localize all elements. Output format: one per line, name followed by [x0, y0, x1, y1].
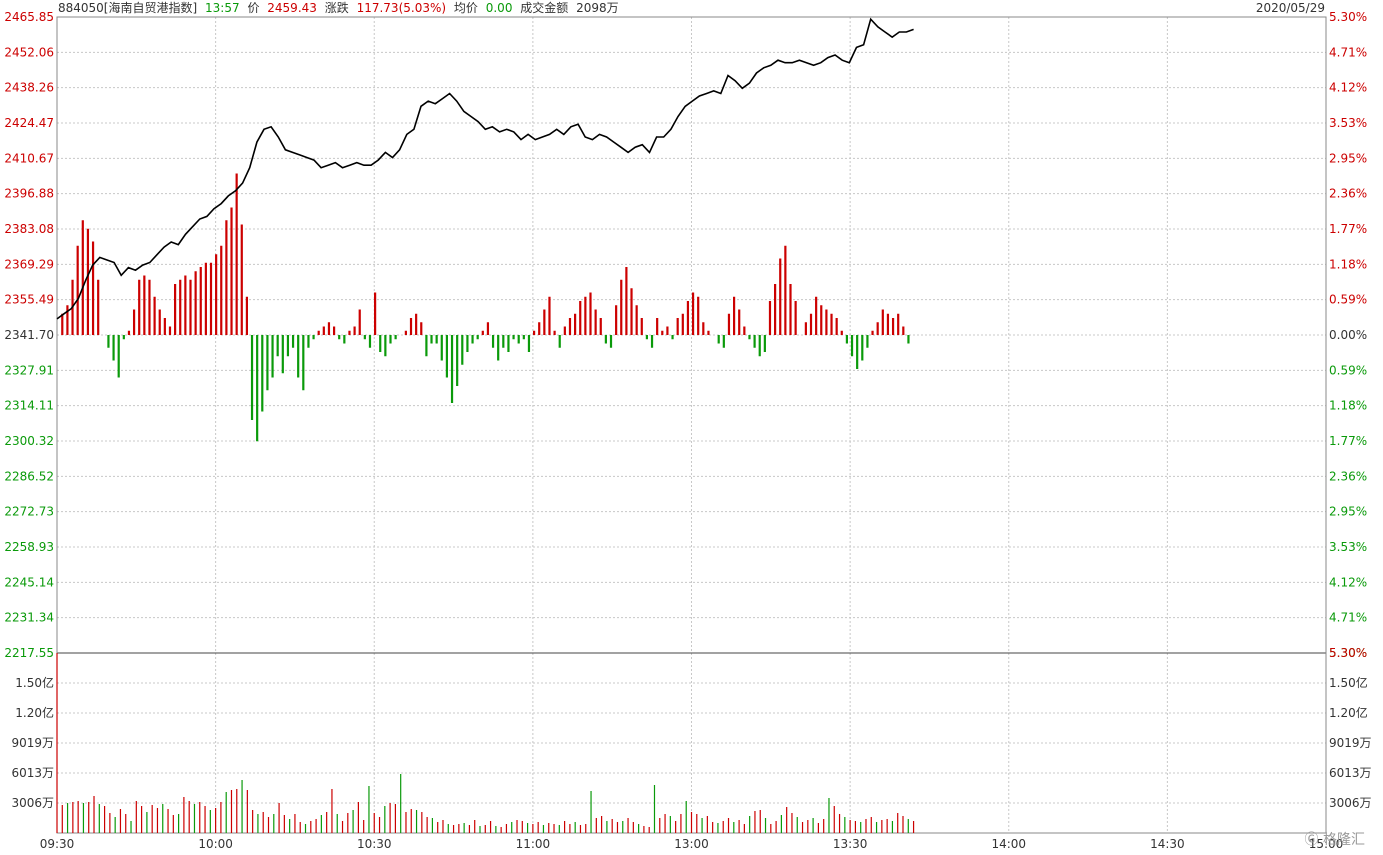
price-line: [56, 17, 914, 320]
watermark: Ⓖ 格隆汇: [1305, 829, 1365, 849]
volume-top-pct-label: 5.30%: [1329, 646, 1367, 660]
time-tick-label: 14:30: [1150, 837, 1185, 851]
volume-tick-label-right: 6013万: [1329, 766, 1372, 780]
pct-tick-label: 3.53%: [1329, 116, 1367, 130]
turnover-value: 2098万: [576, 1, 619, 15]
price-tick-label: 2341.70: [4, 328, 54, 342]
price-tick-label: 2452.06: [4, 45, 54, 59]
grid-lines: [56, 16, 1327, 834]
volume-tick-label-right: 1.50亿: [1329, 675, 1368, 690]
price-tick-label: 2355.49: [4, 293, 54, 307]
avg-price-value: 0.00: [485, 1, 513, 15]
time-tick-label: 10:00: [198, 837, 233, 851]
pct-tick-label: 0.59%: [1329, 293, 1367, 307]
price-tick-label: 2383.08: [4, 222, 54, 236]
watermark-logo-icon: Ⓖ: [1304, 832, 1319, 848]
price-tick-label: 2314.11: [4, 399, 54, 413]
time-tick-label: 09:30: [40, 837, 75, 851]
price-tick-label: 2424.47: [4, 116, 54, 130]
price-tick-label: 2217.55: [4, 646, 54, 660]
volume-tick-label: 9019万: [11, 736, 54, 750]
volume-tick-label: 6013万: [11, 766, 54, 780]
pct-tick-label: 2.36%: [1329, 187, 1367, 201]
change-label: 涨跌: [324, 1, 349, 15]
quote-header: 884050[海南自贸港指数] 13:57 价 2459.43 涨跌 117.7…: [58, 0, 623, 16]
index-code-name: 884050[海南自贸港指数]: [58, 1, 198, 15]
turnover-label: 成交金额: [520, 1, 569, 15]
pct-tick-label: 0.00%: [1329, 328, 1367, 342]
price-tick-label: 2327.91: [4, 363, 54, 377]
pct-tick-label: 1.18%: [1329, 399, 1367, 413]
price-tick-label: 2465.85: [4, 10, 54, 24]
volume-tick-label: 3006万: [11, 796, 54, 810]
time-tick-label: 13:30: [833, 837, 868, 851]
pct-tick-label: 1.77%: [1329, 222, 1367, 236]
time-tick-label: 11:00: [516, 837, 551, 851]
price-tick-label: 2396.88: [4, 187, 54, 201]
pct-tick-label: 1.77%: [1329, 434, 1367, 448]
price-value: 2459.43: [267, 1, 317, 15]
avg-price-label: 均价: [453, 1, 478, 15]
time-tick-label: 10:30: [357, 837, 392, 851]
pct-tick-label: 3.53%: [1329, 540, 1367, 554]
price-tick-label: 2272.73: [4, 505, 54, 519]
price-tick-label: 2286.52: [4, 469, 54, 483]
price-tick-label: 2369.29: [4, 257, 54, 271]
pct-tick-label: 2.95%: [1329, 505, 1367, 519]
pct-tick-label: 4.71%: [1329, 611, 1367, 625]
price-tick-label: 2300.32: [4, 434, 54, 448]
time-tick-label: 13:00: [674, 837, 709, 851]
volume-tick-label: 1.20亿: [15, 705, 54, 720]
pct-tick-label: 5.30%: [1329, 10, 1367, 24]
time-tick-label: 14:00: [991, 837, 1026, 851]
pct-tick-label: 4.12%: [1329, 575, 1367, 589]
volume-tick-label-right: 3006万: [1329, 796, 1372, 810]
pct-tick-label: 4.71%: [1329, 45, 1367, 59]
volume-tick-label: 1.50亿: [15, 675, 54, 690]
price-tick-label: 2410.67: [4, 151, 54, 165]
watermark-text: 格隆汇: [1323, 832, 1365, 848]
pct-tick-label: 5.30%: [1329, 646, 1367, 660]
price-tick-label: 2258.93: [4, 540, 54, 554]
volume-tick-label-right: 1.20亿: [1329, 705, 1368, 720]
pct-tick-label: 0.59%: [1329, 363, 1367, 377]
quote-time: 13:57: [205, 1, 240, 15]
price-tick-label: 2245.14: [4, 575, 54, 589]
volume-bars: [56, 653, 915, 833]
price-tick-label: 2231.34: [4, 611, 54, 625]
momentum-bars: [61, 173, 910, 442]
volume-tick-label-right: 9019万: [1329, 736, 1372, 750]
pct-tick-label: 2.36%: [1329, 469, 1367, 483]
pct-tick-label: 2.95%: [1329, 151, 1367, 165]
chart-date: 2020/05/29: [1255, 1, 1325, 15]
time-tick-label: 15:00: [1309, 837, 1344, 851]
price-tick-label: 2438.26: [4, 81, 54, 95]
price-label: 价: [247, 1, 260, 15]
pct-tick-label: 1.18%: [1329, 257, 1367, 271]
pct-tick-label: 4.12%: [1329, 81, 1367, 95]
change-value: 117.73(5.03%): [356, 1, 447, 15]
